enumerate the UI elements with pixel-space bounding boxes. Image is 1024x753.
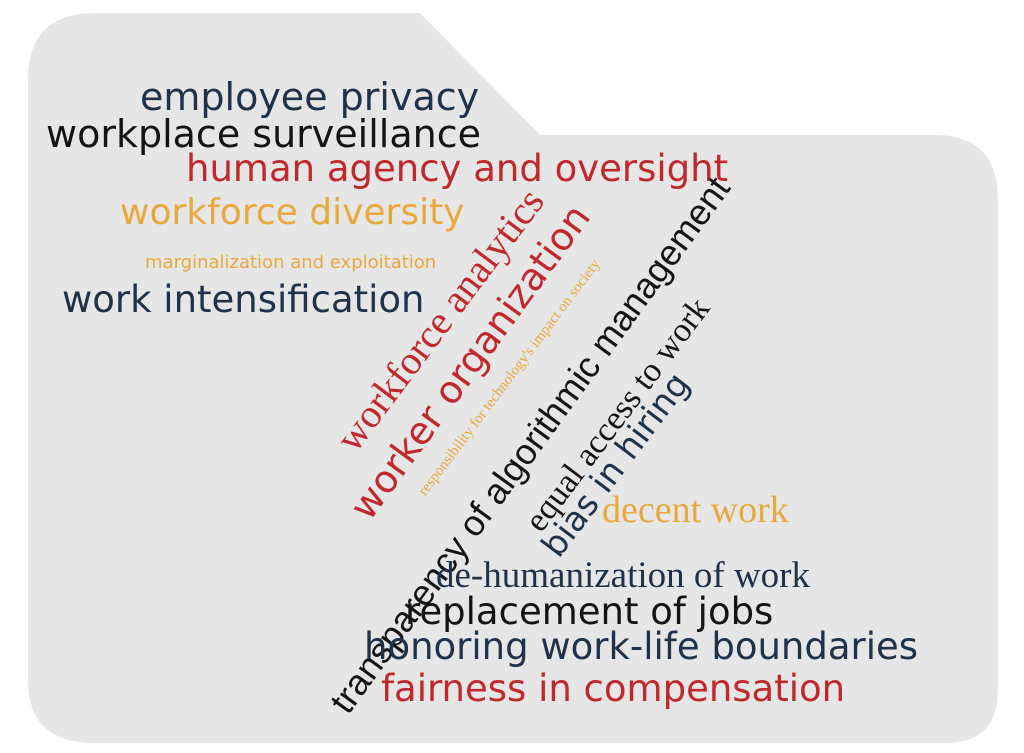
word-de-humanization-of-work: de-humanization of work xyxy=(436,555,810,596)
word-employee-privacy: employee privacy xyxy=(140,75,480,119)
word-workforce-diversity: workforce diversity xyxy=(120,192,465,233)
word-replacement-of-jobs: replacement of jobs xyxy=(405,590,774,633)
word-work-intensification: work intensification xyxy=(62,278,425,321)
word-fairness-in-compensation: fairness in compensation xyxy=(381,667,846,710)
word-human-agency-and-oversight: human agency and oversight xyxy=(186,147,729,190)
word-workplace-surveillance: workplace surveillance xyxy=(46,112,481,156)
word-honoring-work-life-boundaries: honoring work-life boundaries xyxy=(364,625,919,668)
word-marginalization-and-exploitation: marginalization and exploitation xyxy=(145,252,437,273)
word-decent-work: decent work xyxy=(602,489,789,531)
